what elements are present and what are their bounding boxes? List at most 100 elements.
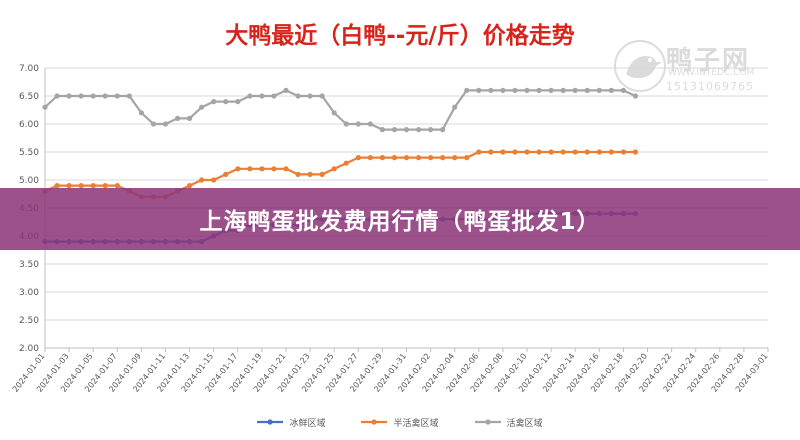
series-2-point: [319, 93, 325, 99]
watermark-phone: 15131069765: [666, 80, 754, 93]
series-2-point: [632, 93, 639, 99]
series-1-point: [54, 183, 60, 189]
series-2-point: [271, 93, 277, 99]
legend-label: 活禽区域: [506, 418, 543, 429]
y-tick-label: 5.50: [19, 148, 39, 158]
series-2-point: [440, 127, 446, 133]
y-tick-label: 5.00: [19, 176, 39, 186]
series-1-point: [307, 171, 313, 177]
series-2-point: [223, 99, 229, 105]
series-1-point: [524, 149, 530, 155]
legend-item: 活禽区域: [474, 414, 543, 430]
series-2-point: [620, 87, 627, 93]
series-2-point: [283, 87, 289, 93]
series-2-point: [488, 87, 494, 93]
y-tick-label: 2.50: [19, 316, 39, 326]
series-1-point: [548, 149, 554, 155]
series-2-point: [102, 93, 108, 99]
series-1-point: [187, 183, 193, 189]
series-1-point: [572, 149, 578, 155]
y-tick-label: 6.50: [19, 92, 39, 102]
series-1-point: [355, 155, 361, 161]
series-1-point: [476, 149, 482, 155]
series-1-point: [584, 149, 590, 155]
series-2-point: [560, 87, 566, 93]
series-1-point: [319, 171, 325, 177]
legend-swatch: [474, 419, 501, 425]
series-2-point: [524, 87, 530, 93]
series-2-point: [78, 93, 84, 99]
series-2-point: [66, 93, 72, 99]
series-1-point: [223, 171, 229, 177]
series-2-point: [367, 121, 373, 127]
series-1-point: [620, 149, 627, 155]
series-2-point: [464, 87, 470, 93]
series-1-point: [259, 166, 265, 172]
series-1-point: [90, 183, 96, 189]
series-2-point: [259, 93, 265, 99]
series-2-point: [247, 93, 253, 99]
y-tick-label: 6.00: [19, 120, 39, 130]
chart-legend: 冰鲜区域 半活禽区域 活禽区域: [0, 414, 800, 430]
series-2-point: [295, 93, 301, 99]
series-2-point: [54, 93, 60, 99]
series-1-point: [367, 155, 373, 161]
series-2-point: [355, 121, 361, 127]
series-1-point: [235, 166, 241, 172]
series-1-point: [440, 155, 446, 161]
watermark-url: WWW.INTEDC.COM: [668, 68, 755, 78]
series-2-point: [428, 127, 434, 133]
series-1-point: [199, 177, 205, 183]
duck-logo-icon: [614, 40, 666, 92]
series-2-point: [536, 87, 542, 93]
series-1-point: [464, 155, 470, 161]
series-2-point: [584, 87, 590, 93]
series-2-point: [379, 127, 385, 133]
series-1-point: [596, 149, 602, 155]
series-2-point: [114, 93, 120, 99]
series-2-point: [199, 104, 205, 110]
series-2-point: [174, 115, 181, 121]
series-2-point: [596, 87, 602, 93]
series-1-point: [632, 149, 639, 155]
series-2-point: [512, 87, 518, 93]
series-2-point: [343, 121, 349, 127]
y-tick-label: 7.00: [19, 64, 39, 74]
overlay-banner: 上海鸭蛋批发费用行情（鸭蛋批发1）: [0, 188, 800, 250]
series-1-point: [66, 183, 72, 189]
series-2-point: [331, 110, 337, 116]
series-2-point: [42, 104, 48, 110]
legend-swatch: [361, 419, 388, 425]
series-2-point: [548, 87, 554, 93]
series-2-point: [187, 115, 193, 121]
series-1-point: [403, 155, 410, 161]
chart-title: 大鸭最近（白鸭--元/斤）价格走势: [225, 23, 575, 49]
series-1-point: [428, 155, 434, 161]
series-2-point: [235, 99, 241, 105]
series-1-point: [560, 149, 566, 155]
series-2-point: [90, 93, 96, 99]
legend-label: 半活禽区域: [393, 418, 439, 429]
y-tick-label: 3.00: [19, 288, 39, 298]
series-1-point: [247, 166, 253, 172]
legend-label: 冰鲜区域: [289, 418, 326, 429]
series-2-point: [391, 127, 398, 133]
series-2-point: [452, 104, 458, 110]
series-2-point: [572, 87, 578, 93]
series-1-point: [379, 155, 385, 161]
series-1-point: [536, 149, 542, 155]
series-2-point: [608, 87, 614, 93]
legend-item: 半活禽区域: [361, 414, 439, 430]
series-2-point: [403, 127, 410, 133]
series-2-point: [211, 99, 217, 105]
y-tick-label: 3.50: [19, 260, 39, 270]
series-1-point: [211, 177, 217, 183]
series-1-point: [500, 149, 506, 155]
series-2-point: [126, 93, 132, 99]
series-2-point: [476, 87, 482, 93]
series-1-point: [512, 149, 518, 155]
series-1-point: [452, 155, 458, 161]
series-1-point: [415, 155, 422, 161]
